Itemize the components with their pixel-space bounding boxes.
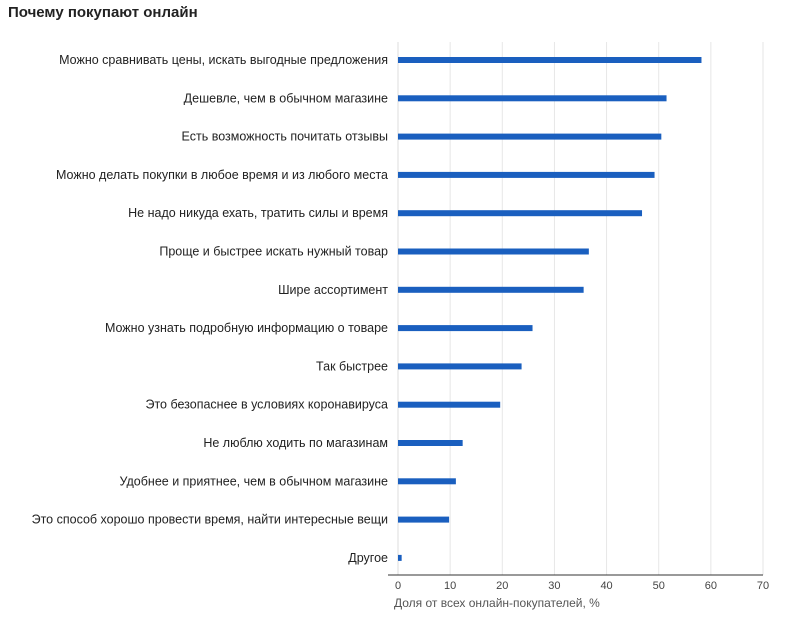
bar	[398, 171, 655, 178]
bars	[398, 57, 702, 561]
category-label: Можно делать покупки в любое время и из …	[56, 168, 388, 182]
x-axis-label: Доля от всех онлайн-покупателей, %	[394, 596, 600, 610]
x-tick-label: 10	[444, 580, 456, 592]
category-label: Не надо никуда ехать, тратить силы и вре…	[128, 206, 388, 220]
x-tick-label: 20	[496, 580, 508, 592]
bar	[398, 57, 702, 63]
bar	[398, 210, 643, 217]
x-tick-labels: 0 10 20 30 40 50 60 70	[395, 580, 769, 592]
bar	[398, 516, 450, 523]
bar	[398, 478, 456, 485]
bar	[398, 248, 589, 255]
category-label: Другое	[348, 551, 388, 565]
category-label: Проще и быстрее искать нужный товар	[159, 245, 388, 259]
bar	[398, 363, 522, 370]
bar	[398, 95, 667, 102]
category-label: Удобнее и приятнее, чем в обычном магази…	[120, 474, 388, 488]
x-tick-label: 60	[705, 580, 717, 592]
category-label: Можно сравнивать цены, искать выгодные п…	[59, 53, 388, 67]
bar	[398, 401, 501, 408]
bar	[398, 286, 584, 293]
category-label: Не люблю ходить по магазинам	[203, 436, 388, 450]
category-label: Это способ хорошо провести время, найти …	[32, 513, 388, 527]
category-label: Так быстрее	[316, 359, 388, 373]
bar	[398, 133, 662, 140]
x-tick-label: 0	[395, 580, 401, 592]
grid-lines	[397, 42, 764, 575]
category-labels: Можно сравнивать цены, искать выгодные п…	[32, 53, 389, 565]
category-label: Можно узнать подробную информацию о това…	[105, 321, 388, 335]
bar	[398, 554, 402, 561]
chart-title: Почему покупают онлайн	[8, 4, 198, 21]
x-tick-label: 70	[757, 580, 769, 592]
category-label: Шире ассортимент	[278, 283, 388, 297]
category-label: Это безопаснее в условиях коронавируса	[145, 398, 388, 412]
category-label: Дешевле, чем в обычном магазине	[184, 91, 388, 105]
x-tick-label: 40	[600, 580, 612, 592]
category-label: Есть возможность почитать отзывы	[182, 130, 388, 144]
x-tick-label: 50	[653, 580, 665, 592]
bar	[398, 440, 463, 446]
bar	[398, 325, 533, 332]
x-tick-label: 30	[548, 580, 560, 592]
